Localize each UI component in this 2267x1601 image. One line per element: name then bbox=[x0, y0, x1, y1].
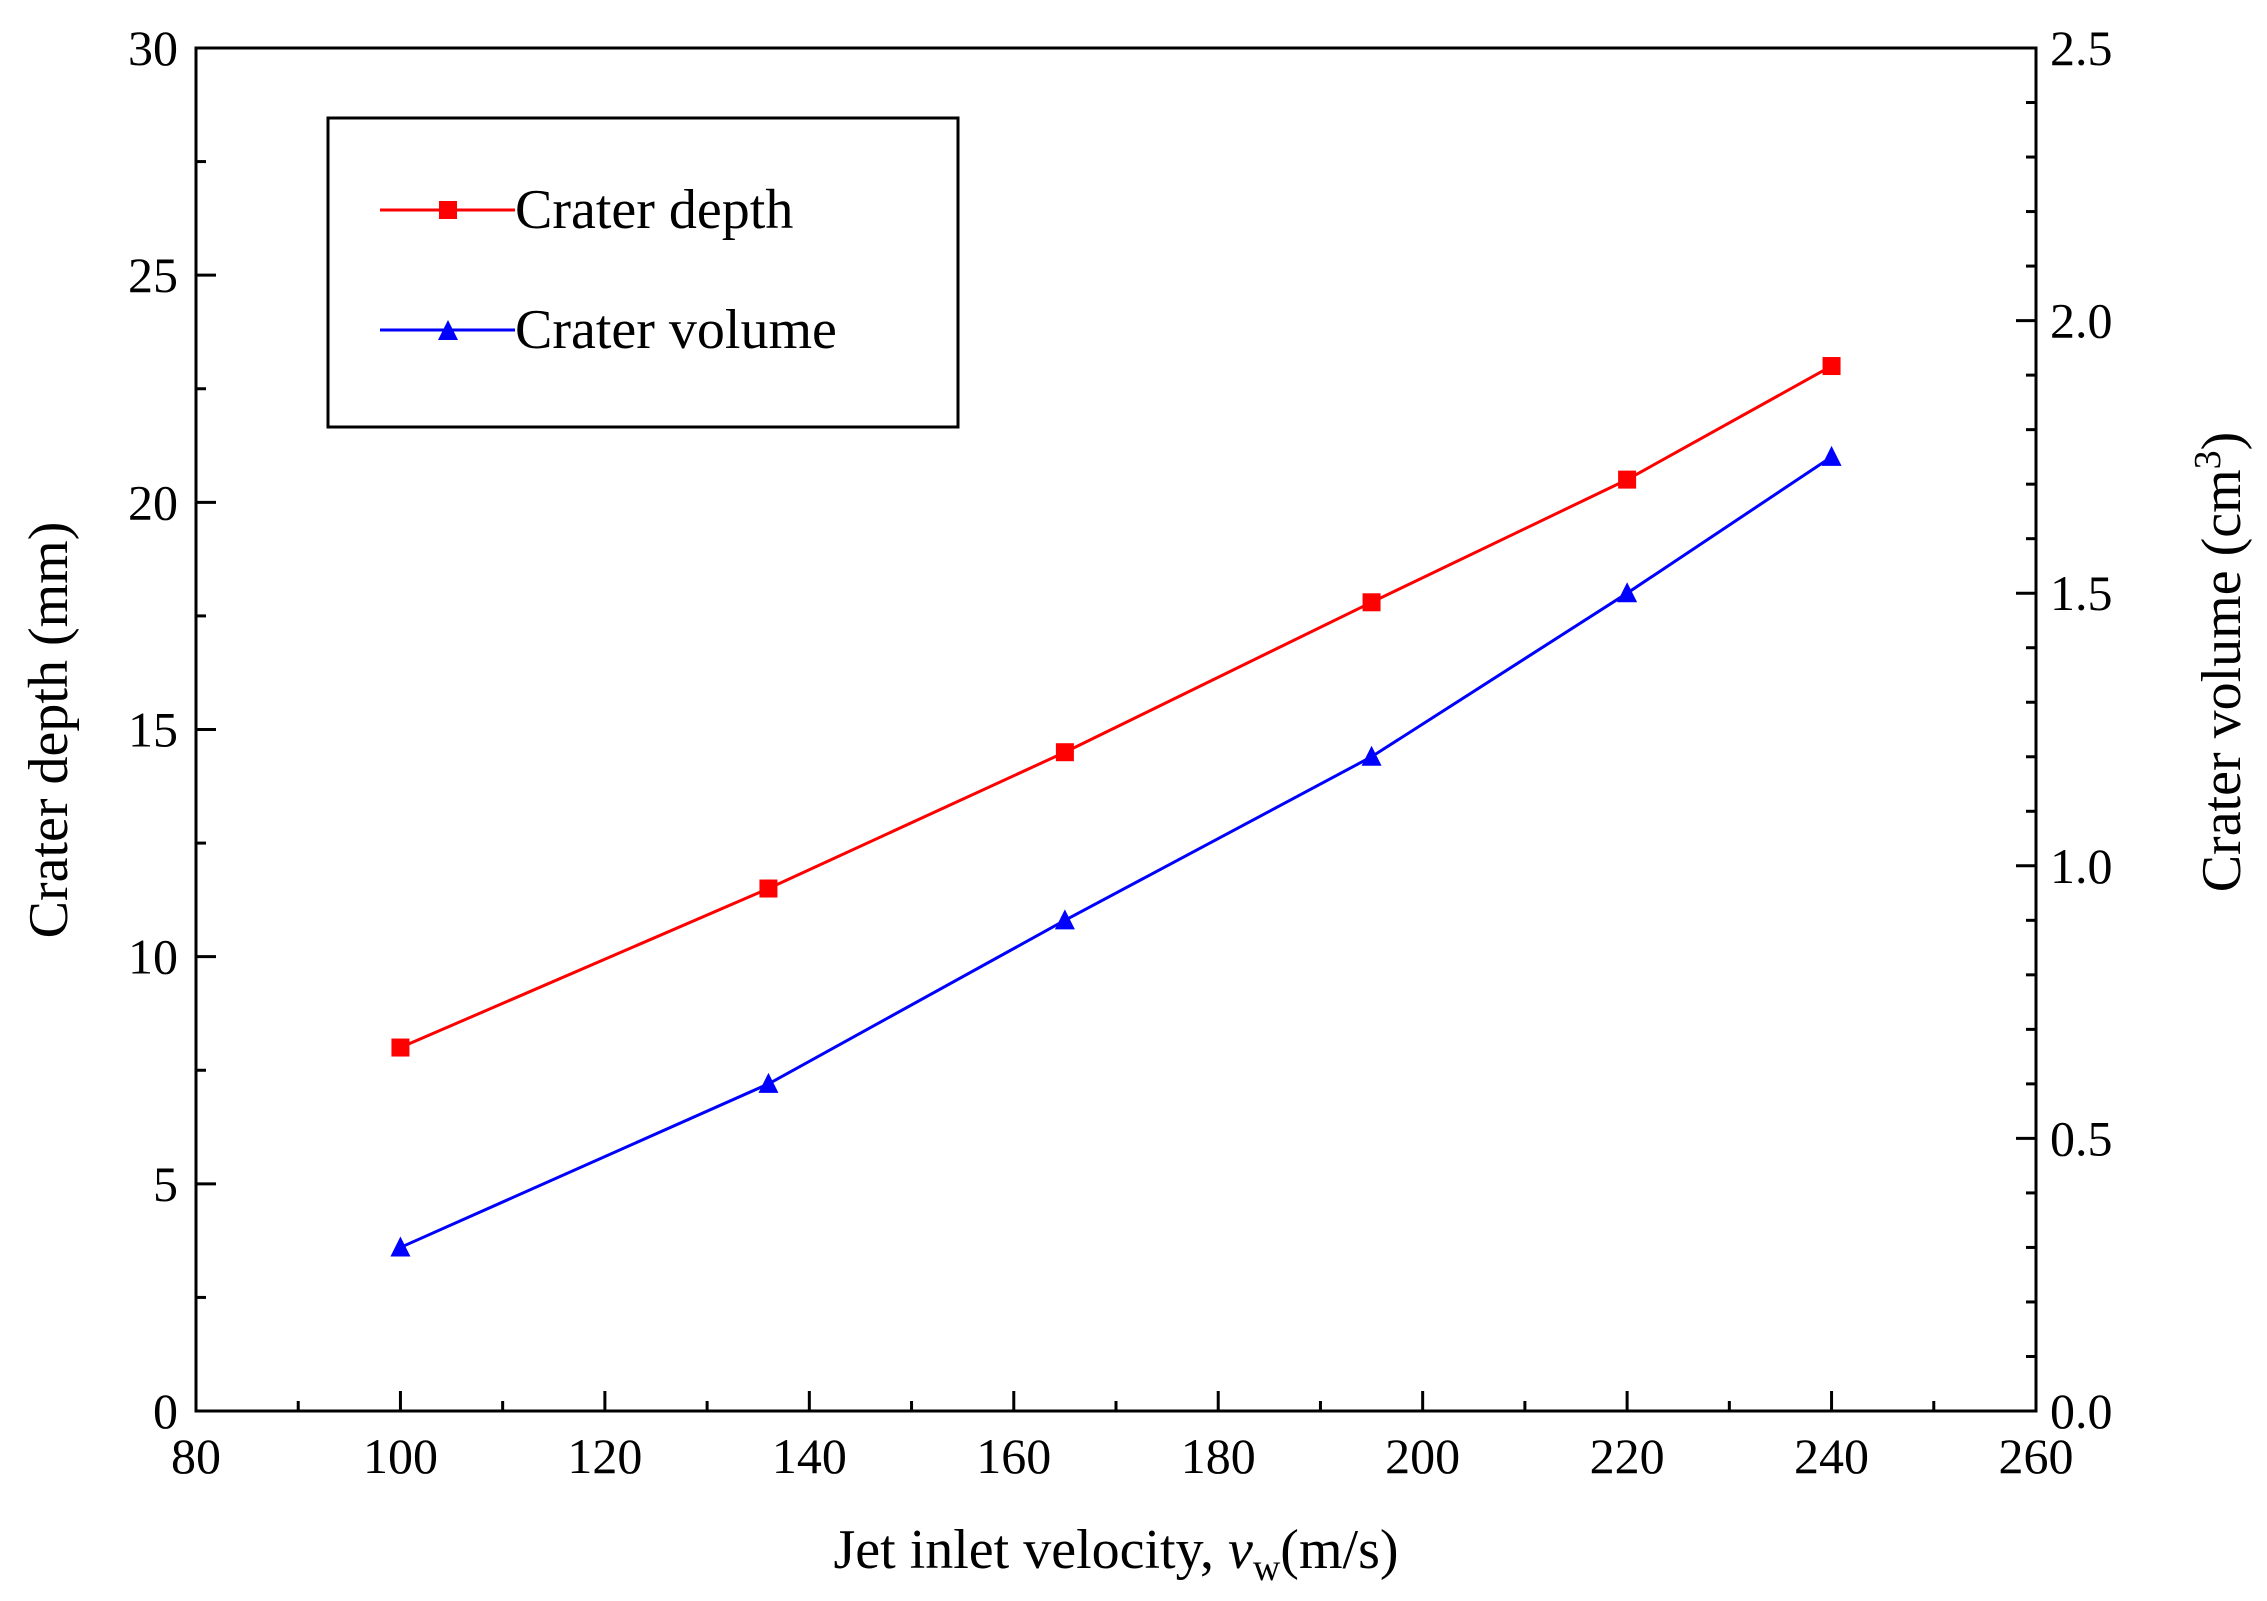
crater-volume-point bbox=[758, 1072, 779, 1093]
x-tick-label: 160 bbox=[976, 1428, 1051, 1484]
x-tick-label: 240 bbox=[1794, 1428, 1869, 1484]
x-tick-label: 100 bbox=[363, 1428, 438, 1484]
crater-volume-point bbox=[1617, 582, 1638, 603]
crater-volume-point bbox=[390, 1236, 411, 1257]
legend-marker-depth bbox=[439, 201, 457, 219]
legend-label-volume: Crater volume bbox=[515, 299, 837, 361]
y-axis-ticks: 0 5 10 15 20 25 30 bbox=[128, 20, 216, 1439]
y-tick-label: 15 bbox=[128, 702, 178, 758]
y-tick-label: 30 bbox=[128, 20, 178, 76]
crater-volume-point bbox=[1361, 745, 1382, 766]
x-axis-title: Jet inlet velocity, vw(m/s) bbox=[833, 1519, 1398, 1589]
y-tick-label: 0 bbox=[153, 1383, 178, 1439]
y2-axis-title: Crater volume (cm3) bbox=[2187, 432, 2253, 893]
legend-box bbox=[326, 116, 960, 429]
x-tick-label: 120 bbox=[567, 1428, 642, 1484]
x-tick-label: 140 bbox=[772, 1428, 847, 1484]
y2-tick-label: 0.0 bbox=[2050, 1383, 2113, 1439]
crater-depth-point bbox=[1618, 470, 1637, 489]
crater-depth-point bbox=[759, 879, 778, 898]
y-tick-label: 20 bbox=[128, 474, 178, 530]
crater-volume-line bbox=[399, 455, 1833, 1249]
y2-tick-label: 2.5 bbox=[2050, 20, 2113, 76]
y2-axis-ticks: 0.0 0.5 1.0 1.5 2.0 2.5 bbox=[2016, 20, 2113, 1439]
legend-label-depth: Crater depth bbox=[515, 179, 793, 241]
series-layer bbox=[390, 357, 1842, 1257]
x-tick-label: 220 bbox=[1590, 1428, 1665, 1484]
crater-depth-point bbox=[1822, 357, 1841, 376]
y-tick-label: 10 bbox=[128, 929, 178, 985]
x-tick-label: 260 bbox=[1999, 1428, 2074, 1484]
crater-depth-point bbox=[391, 1038, 410, 1057]
x-tick-label: 80 bbox=[171, 1428, 221, 1484]
crater-volume-point bbox=[1054, 909, 1075, 930]
y2-tick-label: 2.0 bbox=[2050, 293, 2113, 349]
y-axis-title: Crater depth (mm) bbox=[18, 522, 80, 939]
y-tick-label: 25 bbox=[128, 247, 178, 303]
y2-tick-label: 0.5 bbox=[2050, 1110, 2113, 1166]
y-tick-label: 5 bbox=[153, 1156, 178, 1212]
x-tick-label: 180 bbox=[1181, 1428, 1256, 1484]
x-axis-ticks: 80 100 120 140 160 180 200 220 240 260 bbox=[171, 1391, 2074, 1484]
crater-depth-point bbox=[1055, 743, 1074, 762]
legend: Crater depth Crater volume bbox=[326, 116, 960, 429]
crater-depth-line bbox=[399, 364, 1833, 1049]
crater-volume-point bbox=[1821, 445, 1842, 466]
legend-marker-volume bbox=[438, 320, 458, 340]
y2-tick-label: 1.5 bbox=[2050, 565, 2113, 621]
x-tick-label: 200 bbox=[1385, 1428, 1460, 1484]
y2-tick-label: 1.0 bbox=[2050, 838, 2113, 894]
crater-depth-point bbox=[1362, 593, 1381, 612]
